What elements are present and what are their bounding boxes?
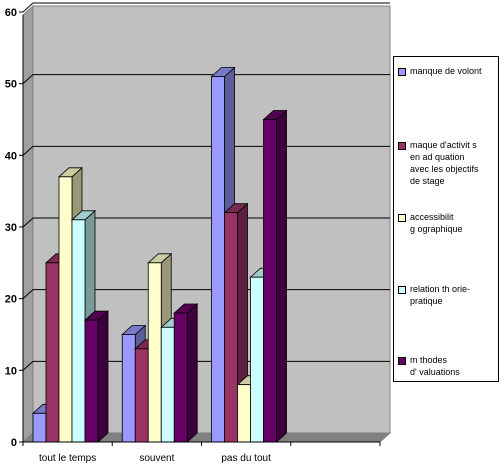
legend-label: m thodes d' valuations xyxy=(410,355,460,377)
y-tick-label-10: 10 xyxy=(5,365,17,377)
bar-2-5 xyxy=(173,303,199,443)
x-category-label-2: souvent xyxy=(139,453,174,464)
y-tick-label-60: 60 xyxy=(5,7,17,19)
gridline-50 xyxy=(22,74,390,85)
legend-swatch xyxy=(398,357,406,365)
legend: manque de volont maque d'activit s en ad… xyxy=(393,56,499,382)
bar-3-5 xyxy=(262,109,288,443)
legend-label: accessibilit g ographique xyxy=(410,212,463,234)
legend-item-4: relation th orie- pratique xyxy=(398,283,498,307)
legend-label: maque d'activit s en ad quation avec les… xyxy=(410,140,479,186)
legend-label: relation th orie- pratique xyxy=(410,284,471,306)
gridline-60 xyxy=(22,2,390,13)
y-tick-label-20: 20 xyxy=(5,294,17,306)
legend-swatch xyxy=(398,214,406,222)
legend-item-5: m thodes d' valuations xyxy=(398,354,498,378)
legend-item-3: accessibilit g ographique xyxy=(398,211,498,235)
x-axis-categories: tout le temps souvent pas du tout xyxy=(22,442,381,464)
y-tick-label-50: 50 xyxy=(5,79,17,91)
legend-label: manque de volont xyxy=(410,66,482,76)
x-category-label-1: tout le temps xyxy=(39,453,96,464)
legend-swatch xyxy=(398,68,406,76)
bar-1-5 xyxy=(83,310,110,443)
legend-swatch xyxy=(398,142,406,150)
bars xyxy=(31,66,288,443)
x-category-label-3: pas du tout xyxy=(221,453,271,464)
legend-item-2: maque d'activit s en ad quation avec les… xyxy=(398,139,498,187)
side-wall xyxy=(22,4,34,444)
y-tick-label-0: 0 xyxy=(11,437,17,449)
legend-swatch xyxy=(398,286,406,294)
y-tick-label-30: 30 xyxy=(5,222,17,234)
legend-item-1: manque de volont xyxy=(398,65,498,77)
y-tick-label-40: 40 xyxy=(5,150,17,162)
